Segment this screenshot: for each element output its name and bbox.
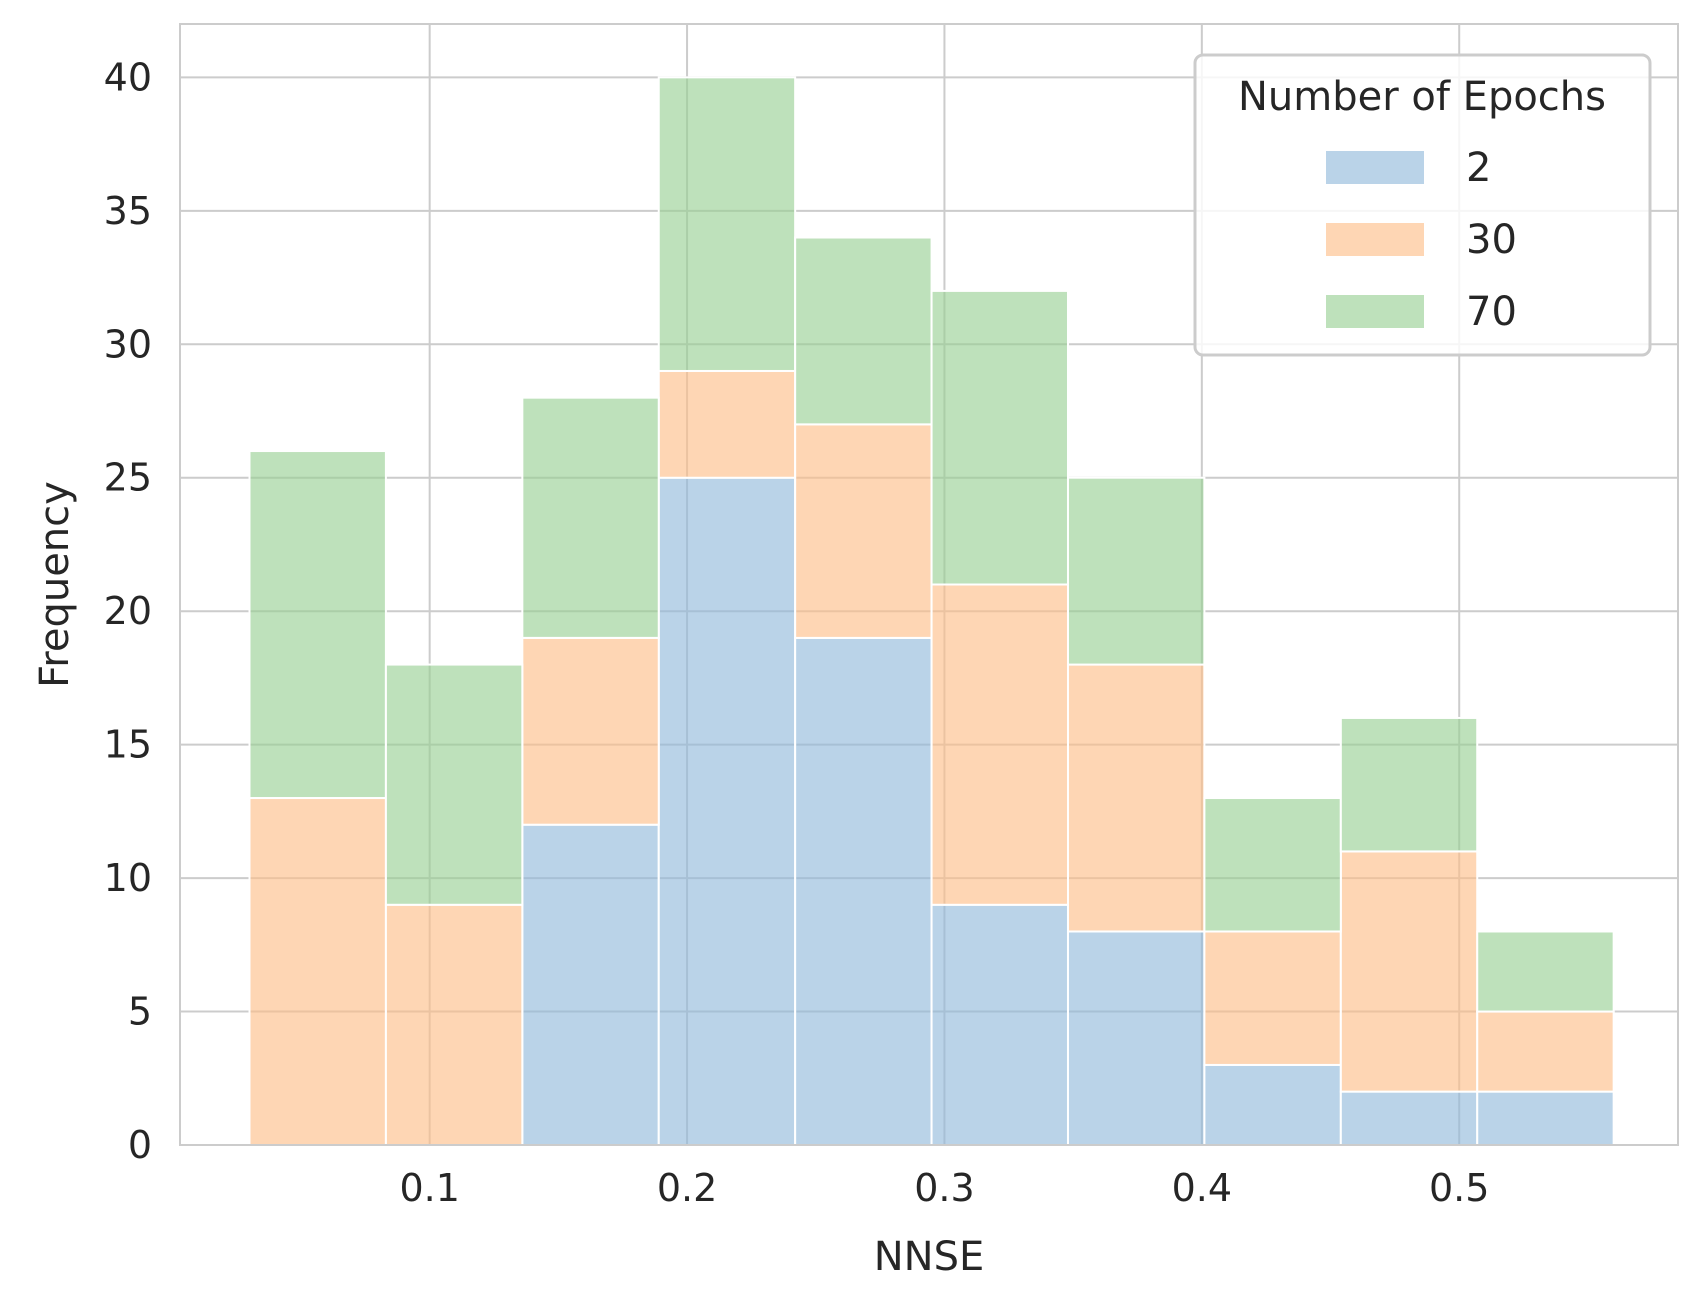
legend-label-epochs-2: 2: [1466, 145, 1491, 191]
histogram-bar-epochs-70-bin-3: [521, 396, 660, 639]
x-tick-label: 0.3: [914, 1166, 974, 1210]
y-tick-label: 5: [128, 990, 152, 1034]
histogram-bar-epochs-70-bin-6: [930, 289, 1069, 586]
legend-swatch-epochs-70: [1324, 293, 1426, 330]
legend-box: [1193, 53, 1652, 357]
histogram-bar-epochs-2-bin-6: [930, 903, 1069, 1146]
histogram-bar-epochs-70-bin-5: [794, 236, 933, 426]
histogram-bar-epochs-70-bin-4: [657, 76, 797, 372]
y-tick-label: 35: [104, 189, 152, 233]
histogram-bar-epochs-30-bin-5: [794, 423, 933, 639]
histogram-bar-epochs-30-bin-1: [248, 797, 387, 1146]
x-tick-label: 0.5: [1429, 1166, 1489, 1210]
ticks-group: 0.1 0.2 0.3 0.4 0.5 0 5 10 15 20 25 30 35 40: [104, 55, 1490, 1210]
histogram-bar-epochs-2-bin-5: [794, 636, 933, 1147]
histogram-bar-epochs-30-bin-9: [1339, 850, 1479, 1093]
histogram-bar-epochs-70-bin-1: [248, 450, 387, 800]
histogram-bar-epochs-30-bin-10: [1476, 1010, 1615, 1093]
x-tick-label: 0.1: [399, 1166, 459, 1210]
histogram-bar-epochs-30-bin-4: [657, 369, 797, 479]
y-tick-label: 15: [104, 723, 152, 767]
legend-swatch-epochs-2: [1324, 149, 1426, 186]
histogram-bar-epochs-70-bin-10: [1476, 930, 1615, 1013]
histogram-bar-epochs-30-bin-2: [384, 903, 524, 1146]
y-tick-label: 10: [104, 856, 152, 900]
legend-items: 2 30 70: [1324, 145, 1517, 335]
histogram-bar-epochs-30-bin-6: [930, 583, 1069, 906]
y-axis-label: Frequency: [32, 481, 78, 688]
histogram-bar-epochs-70-bin-7: [1066, 476, 1206, 666]
x-axis-label: NNSE: [874, 1234, 985, 1280]
histogram-bar-epochs-2-bin-10: [1476, 1090, 1615, 1146]
histogram-bar-epochs-2-bin-8: [1203, 1063, 1342, 1147]
histogram-bar-epochs-30-bin-3: [521, 636, 660, 826]
legend-label-epochs-70: 70: [1466, 289, 1517, 335]
histogram-bar-epochs-2-bin-3: [521, 823, 660, 1146]
x-tick-label: 0.4: [1172, 1166, 1232, 1210]
histogram-bar-epochs-70-bin-9: [1339, 716, 1479, 853]
histogram-bar-epochs-30-bin-7: [1066, 663, 1206, 933]
histogram-bar-epochs-2-bin-4: [657, 476, 797, 1146]
histogram-bar-epochs-2-bin-7: [1066, 930, 1206, 1146]
legend-swatch-epochs-30: [1324, 221, 1426, 258]
bars-group: [248, 76, 1615, 1147]
y-tick-label: 20: [104, 589, 152, 633]
x-tick-label: 0.2: [657, 1166, 717, 1210]
legend: Number of Epochs 2 30 70: [1193, 53, 1652, 357]
histogram-bar-epochs-70-bin-8: [1203, 797, 1342, 933]
plot-area-border: [179, 23, 1679, 1146]
y-tick-label: 0: [128, 1123, 152, 1167]
y-tick-label: 30: [104, 322, 152, 366]
legend-title: Number of Epochs: [1238, 74, 1606, 120]
y-tick-label: 25: [104, 456, 152, 500]
histogram-bar-epochs-70-bin-2: [384, 663, 524, 906]
legend-label-epochs-30: 30: [1466, 217, 1517, 263]
histogram-bar-epochs-2-bin-9: [1339, 1090, 1479, 1146]
plot-frame: [179, 23, 1679, 1146]
histogram-bar-epochs-30-bin-8: [1203, 930, 1342, 1066]
y-tick-label: 40: [104, 55, 152, 99]
